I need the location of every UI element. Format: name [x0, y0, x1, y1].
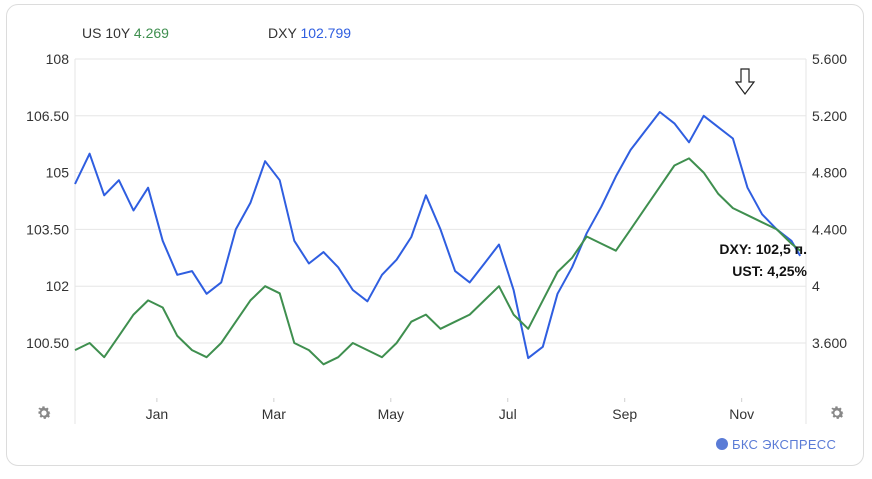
brand-watermark: БКС ЭКСПРЕСС: [716, 437, 836, 452]
y-left-axis-ticks: 108 106.50 105 103.50 102 100.50: [26, 51, 69, 351]
y-left-tick-label: 100.50: [26, 335, 69, 351]
series-line-us10y: [74, 157, 801, 366]
y-right-tick-label: 5.600: [812, 51, 847, 67]
annotation-ust: UST: 4,25%: [732, 263, 807, 279]
y-left-tick-label: 108: [46, 51, 70, 67]
chart-card: [6, 4, 864, 466]
down-arrow-icon: [734, 68, 756, 95]
series-line-dxy: [74, 111, 802, 360]
y-left-tick-label: 103.50: [26, 221, 69, 237]
y-right-axis-ticks: 5.600 5.200 4.800 4.400 4 3.600: [812, 51, 847, 351]
settings-gear-icon[interactable]: [35, 404, 53, 422]
annotation-dxy: DXY: 102,5 п.: [719, 241, 807, 257]
x-tick-label: Jan: [146, 406, 169, 422]
y-left-tick-label: 105: [46, 165, 70, 181]
x-tick-label: Nov: [729, 406, 754, 422]
y-left-tick-label: 102: [46, 278, 70, 294]
x-tick-label: May: [378, 406, 404, 422]
y-right-tick-label: 5.200: [812, 108, 847, 124]
series-lines: [74, 111, 802, 366]
legend-dxy-value: 102.799: [300, 25, 352, 41]
y-right-tick-label: 4: [812, 278, 820, 294]
y-right-tick-label: 4.400: [812, 221, 847, 237]
x-tick-label: Sep: [612, 406, 637, 422]
legend-dxy: DXY 102.799: [268, 25, 351, 41]
y-right-tick-label: 4.800: [812, 165, 847, 181]
y-right-tick-label: 3.600: [812, 335, 847, 351]
x-tick-label: Jul: [499, 406, 517, 422]
legend-dxy-label: DXY: [268, 25, 297, 41]
x-axis-ticks: Jan Mar May Jul Sep Nov: [146, 406, 755, 422]
brand-text: БКС ЭКСПРЕСС: [732, 437, 837, 452]
y-left-tick-label: 106.50: [26, 108, 69, 124]
legend-us10y: US 10Y 4.269: [82, 25, 169, 41]
grid: [74, 58, 807, 424]
bks-logo-icon: [716, 438, 728, 450]
settings-gear-icon[interactable]: [828, 404, 846, 422]
x-tick-label: Mar: [262, 406, 286, 422]
legend-us10y-label: US 10Y: [82, 25, 130, 41]
legend-us10y-value: 4.269: [133, 25, 169, 41]
